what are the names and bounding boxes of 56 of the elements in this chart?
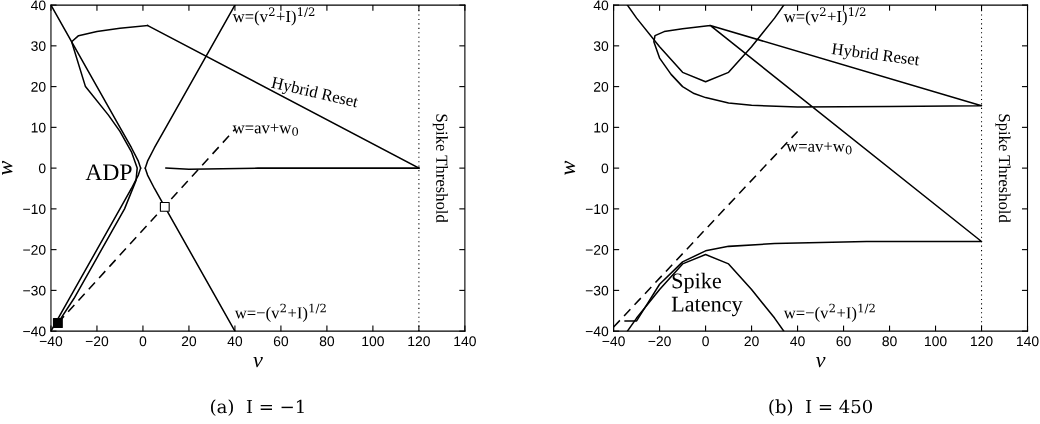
annotation: w=−(v$^{2}$+I)$^{1/2}$ bbox=[783, 303, 875, 322]
annotation: ADP bbox=[85, 164, 132, 181]
x-tick-label: 120 bbox=[408, 336, 430, 347]
x-tick-label: 120 bbox=[971, 336, 993, 347]
x-tick-label: 0 bbox=[702, 336, 709, 347]
x-tick-label: −40 bbox=[39, 336, 63, 347]
y-tick-label: −40 bbox=[585, 326, 609, 337]
y-axis-title: w bbox=[564, 160, 576, 175]
annotation: w=−(v$^{2}$+I)$^{1/2}$ bbox=[234, 303, 326, 322]
y-tick-label: 10 bbox=[31, 122, 46, 133]
y-tick-label: 30 bbox=[31, 41, 46, 52]
x-tick-label: 40 bbox=[227, 336, 243, 347]
annotation: w=av+w$_{0}$ bbox=[232, 123, 299, 136]
x-tick-label: 40 bbox=[790, 336, 805, 347]
y-tick-label: 40 bbox=[30, 0, 46, 11]
ref-line-label: Spike Threshold bbox=[432, 114, 448, 223]
y-tick-label: 20 bbox=[593, 81, 609, 92]
x-tick-label: 140 bbox=[1016, 336, 1039, 347]
x-tick-label: 60 bbox=[836, 336, 851, 347]
ref-line-label: Spike Threshold bbox=[995, 114, 1011, 223]
y-tick-label: 30 bbox=[593, 41, 609, 52]
y-tick-label: 10 bbox=[594, 122, 609, 133]
y-axis-title: w bbox=[2, 160, 13, 175]
annotation: w=av+w$_{0}$ bbox=[786, 142, 852, 155]
annotation: w=(v$^{2}$+I)$^{1/2}$ bbox=[232, 7, 315, 26]
x-tick-label: 140 bbox=[454, 336, 476, 347]
x-axis-title: v bbox=[253, 356, 263, 368]
y-tick-label: −10 bbox=[23, 204, 46, 215]
x-tick-label: 80 bbox=[882, 336, 897, 347]
x-tick-label: 80 bbox=[319, 336, 335, 347]
text: Hybrid Reset bbox=[270, 76, 360, 111]
x-tick-label: 0 bbox=[139, 336, 147, 347]
x-tick-label: 20 bbox=[744, 336, 759, 347]
y-tick-label: 0 bbox=[38, 163, 46, 174]
text: Hybrid Reset bbox=[831, 42, 921, 70]
y-tick-label: −30 bbox=[23, 285, 46, 296]
text: (a) I = −1 bbox=[211, 399, 304, 416]
y-tick-label: 0 bbox=[601, 163, 609, 174]
x-tick-label: 20 bbox=[181, 336, 197, 347]
y-tick-label: −40 bbox=[23, 326, 46, 337]
annotation: w=(v$^{2}$+I)$^{1/2}$ bbox=[783, 7, 866, 26]
x-tick-label: −20 bbox=[648, 336, 671, 347]
x-tick-label: 100 bbox=[925, 336, 947, 347]
y-tick-label: −20 bbox=[23, 244, 46, 255]
annotation: Spike Latency bbox=[671, 272, 743, 317]
y-tick-label: −30 bbox=[585, 285, 609, 296]
x-tick-label: −20 bbox=[85, 336, 109, 347]
y-tick-label: 20 bbox=[31, 81, 46, 92]
x-tick-label: −40 bbox=[602, 336, 625, 347]
x-tick-label: 100 bbox=[362, 336, 384, 347]
y-tick-label: −10 bbox=[585, 204, 609, 215]
x-tick-label: 60 bbox=[273, 336, 289, 347]
y-tick-label: 40 bbox=[593, 0, 609, 11]
x-axis-title: v bbox=[815, 356, 826, 368]
y-tick-label: −20 bbox=[585, 244, 609, 255]
text: (b) I = 450 bbox=[769, 399, 873, 416]
